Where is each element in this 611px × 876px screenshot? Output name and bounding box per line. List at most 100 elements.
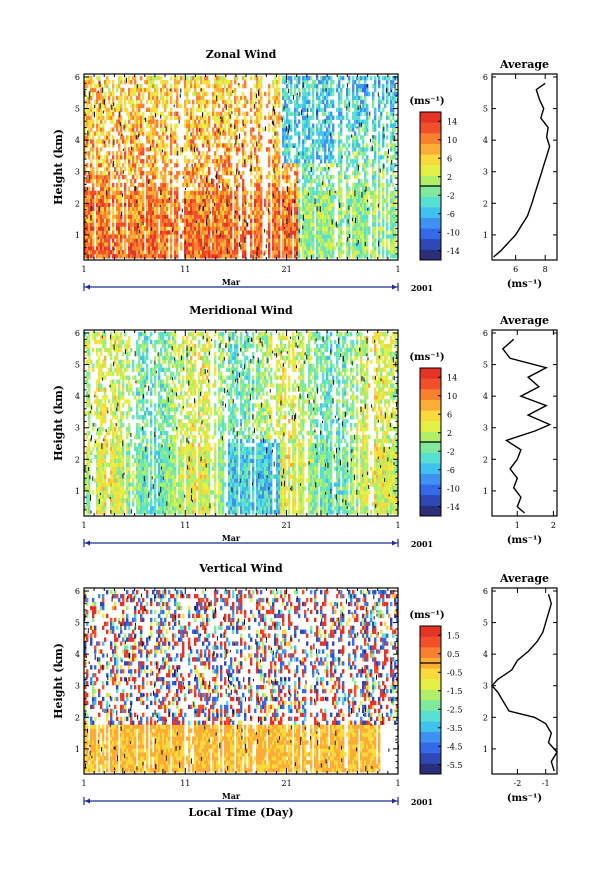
contour-mark (263, 252, 265, 256)
heatmap-cell (90, 139, 93, 144)
heatmap-cell (112, 186, 115, 192)
heatmap-cell (192, 202, 195, 207)
heatmap-cell (378, 151, 381, 156)
contour-mark (287, 186, 288, 192)
heatmap-cell (188, 242, 191, 247)
heatmap-cell (250, 194, 253, 200)
heatmap-cell (130, 167, 133, 172)
heatmap-cell (206, 190, 209, 196)
heatmap-cell (366, 155, 369, 160)
heatmap-cell (176, 83, 179, 89)
heatmap-cell (154, 147, 157, 152)
heatmap-cell (386, 222, 389, 227)
heatmap-cell (382, 139, 385, 144)
heatmap-cell (156, 230, 159, 235)
heatmap-cell (118, 147, 121, 152)
heatmap-cell (120, 127, 123, 132)
heatmap-cell (154, 246, 157, 251)
heatmap-cell (278, 174, 281, 180)
contour-mark (366, 84, 368, 88)
heatmap-cell (84, 170, 87, 176)
heatmap-cell (192, 206, 195, 211)
heatmap-cell (152, 238, 155, 243)
heatmap-cell (198, 238, 201, 243)
heatmap-cell (176, 87, 179, 93)
heatmap-cell (208, 123, 211, 128)
heatmap-cell (316, 87, 319, 93)
contour-mark (231, 111, 233, 114)
heatmap-cell (204, 99, 207, 105)
heatmap-cell (118, 103, 121, 109)
y-tick-label: 4 (75, 136, 80, 145)
contour-mark (367, 199, 369, 202)
heatmap-cell (106, 190, 109, 196)
heatmap-cell (386, 218, 389, 223)
heatmap-cell (186, 194, 189, 200)
heatmap-cell (346, 111, 349, 116)
heatmap-cell (152, 218, 155, 223)
heatmap-cell (314, 178, 317, 184)
heatmap-cell (100, 107, 103, 113)
heatmap-cell (128, 230, 131, 235)
heatmap-cell (340, 190, 343, 196)
heatmap-cell (230, 234, 233, 239)
heatmap-cell (164, 107, 167, 113)
heatmap-cell (188, 115, 191, 120)
heatmap-cell (138, 115, 141, 120)
heatmap-cell (86, 218, 89, 223)
heatmap-cell (380, 115, 383, 120)
heatmap-cell (156, 202, 159, 207)
heatmap-cell (374, 151, 377, 156)
heatmap-cell (156, 119, 159, 124)
heatmap-cell (132, 99, 135, 105)
contour-mark (194, 146, 196, 153)
heatmap-cell (152, 91, 155, 97)
heatmap-cell (132, 76, 135, 81)
heatmap-cell (160, 139, 163, 144)
heatmap-cell (246, 198, 249, 204)
heatmap-cell (352, 83, 355, 89)
heatmap-cell (210, 135, 213, 140)
heatmap-cell (142, 202, 145, 207)
heatmap-cell (194, 178, 197, 184)
heatmap-cell (164, 242, 167, 247)
heatmap-cell (108, 174, 111, 180)
heatmap-cell (246, 159, 249, 164)
heatmap-cell (156, 226, 159, 231)
heatmap-cell (392, 103, 395, 109)
heatmap-cell (212, 210, 215, 215)
heatmap-cell (156, 83, 159, 89)
heatmap-cell (128, 214, 131, 219)
heatmap-cell (186, 202, 189, 207)
heatmap-cell (200, 123, 203, 128)
heatmap-cell (276, 83, 279, 89)
heatmap-cell (338, 103, 341, 109)
heatmap-cell (100, 202, 103, 207)
heatmap-cell (112, 210, 115, 215)
heatmap-cell (340, 151, 343, 156)
heatmap-cell (320, 186, 323, 192)
heatmap-cell (230, 214, 233, 219)
heatmap-cell (88, 250, 91, 255)
heatmap-cell (382, 250, 385, 255)
heatmap-cell (260, 147, 263, 152)
heatmap-cell (152, 194, 155, 200)
heatmap-cell (200, 79, 203, 85)
heatmap-cell (366, 131, 369, 136)
contour-mark (325, 88, 327, 92)
heatmap-cell (154, 198, 157, 204)
heatmap-cell (312, 151, 315, 156)
heatmap-cell (266, 103, 269, 109)
heatmap-cell (212, 115, 215, 120)
heatmap-cell (202, 91, 205, 97)
heatmap-cell (260, 178, 263, 184)
heatmap-cell (326, 170, 329, 176)
heatmap-cell (364, 79, 367, 85)
heatmap-cell (154, 250, 157, 255)
heatmap-cell (214, 246, 217, 251)
heatmap-cell (374, 246, 377, 251)
heatmap-cell (208, 250, 211, 255)
heatmap-cell (382, 246, 385, 251)
contour-mark (346, 106, 348, 111)
heatmap-cell (90, 107, 93, 113)
